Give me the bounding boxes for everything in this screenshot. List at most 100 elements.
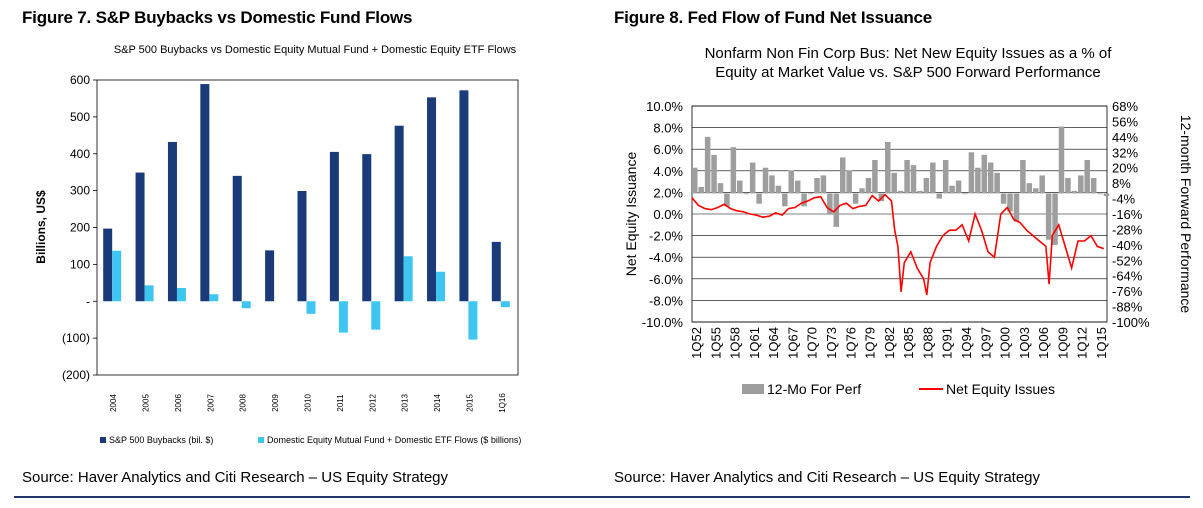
x-tick-label: 1Q52 [689, 327, 704, 359]
x-tick-label: 2012 [368, 394, 377, 412]
x-tick-label: 1Q88 [920, 327, 935, 359]
y-tick-label: (200) [62, 368, 90, 382]
buybacks-bar [329, 151, 339, 302]
perf-bar [1013, 193, 1020, 222]
fund-flows-bar [176, 287, 186, 302]
x-tick-label: 2004 [109, 394, 118, 412]
chart8-plot-frame [691, 105, 1108, 323]
x-tick-label: 1Q73 [824, 327, 839, 359]
perf-bar [1097, 193, 1103, 195]
x-tick-label: 2009 [271, 394, 280, 412]
y-tick-label: 200 [70, 221, 90, 235]
x-tick-label: 1Q03 [1017, 327, 1032, 359]
x-tick-label: 1Q58 [728, 327, 743, 359]
x-tick-label: 1Q67 [785, 327, 800, 359]
perf-bar [962, 193, 968, 195]
perf-bar [1039, 175, 1045, 194]
fund-flows-bar [338, 301, 348, 333]
perf-bar [769, 175, 775, 194]
perf-bar [852, 193, 859, 204]
figure-8-title: Figure 8. Fed Flow of Fund Net Issuance [614, 8, 933, 27]
perf-bar [724, 193, 730, 207]
x-tick-label: 2014 [433, 394, 442, 412]
perf-bar [737, 180, 743, 194]
y-right-tick-label: 8% [1112, 176, 1131, 191]
fund-flows-bar [468, 301, 478, 340]
x-tick-label: 1Q94 [959, 327, 974, 359]
perf-bar [1078, 175, 1084, 194]
x-tick-label: 1Q06 [1036, 327, 1051, 359]
y-left-tick-label: -2.0% [649, 229, 683, 244]
perf-bar [794, 180, 801, 194]
x-tick-label: 1Q70 [805, 327, 820, 359]
perf-bar [839, 157, 846, 194]
legend-issues-label: Net Equity Issues [946, 381, 1055, 397]
fund-flows-bar [500, 301, 510, 308]
y-right-tick-label: -28% [1112, 222, 1143, 237]
perf-bar [885, 142, 891, 194]
x-tick-label: 1Q85 [901, 327, 916, 359]
y-right-tick-label: -16% [1112, 207, 1143, 222]
y-left-tick-label: 4.0% [653, 164, 683, 179]
perf-bar [692, 167, 698, 194]
perf-bar [1007, 193, 1013, 212]
y-tick-label: (100) [62, 331, 90, 345]
fund-flows-bar [144, 285, 154, 302]
x-tick-label: 1Q16 [498, 393, 507, 413]
y-right-tick-label: 32% [1112, 145, 1138, 160]
perf-bar [1058, 126, 1065, 194]
perf-bar [1090, 178, 1097, 194]
fund-flows-bar [112, 250, 122, 302]
y-left-tick-label: -10.0% [642, 315, 684, 330]
buybacks-bar [394, 125, 404, 302]
x-tick-label: 2005 [142, 394, 151, 412]
perf-bar [698, 187, 704, 194]
perf-bar [955, 180, 962, 194]
perf-bar [704, 136, 711, 194]
y-right-tick-label: 20% [1112, 161, 1138, 176]
y-left-tick-label: 0.0% [653, 207, 683, 222]
y-tick-label: 100 [70, 257, 90, 271]
perf-bar [749, 162, 756, 194]
buybacks-bar [427, 97, 437, 302]
source-left: Source: Haver Analytics and Citi Researc… [22, 469, 449, 486]
perf-bar [782, 193, 788, 207]
y-right-axis-label: 12-month Forward Performance [1178, 115, 1194, 314]
perf-bar [1033, 188, 1039, 194]
x-tick-label: 1Q64 [766, 327, 781, 359]
net-issuance-line-chart: Nonfarm Non Fin Corp Bus: Net New Equity… [623, 45, 1194, 397]
perf-bar [975, 167, 981, 194]
buybacks-bar [459, 90, 469, 302]
perf-bar [846, 170, 852, 194]
y-left-axis-label: Net Equity Issuance [623, 152, 639, 277]
chart8-title-line2: Equity at Market Value vs. S&P 500 Forwa… [715, 64, 1100, 81]
perf-bar [730, 147, 737, 194]
y-left-tick-label: 2.0% [653, 185, 683, 200]
legend-perf-label: 12-Mo For Perf [767, 381, 861, 397]
buybacks-bar-chart: S&P 500 Buybacks vs Domestic Equity Mutu… [34, 44, 521, 445]
y-right-tick-label: -52% [1112, 253, 1143, 268]
legend-buybacks-swatch [100, 437, 106, 443]
perf-bar [743, 193, 749, 195]
y-left-tick-label: 10.0% [646, 99, 683, 114]
source-right: Source: Haver Analytics and Citi Researc… [614, 469, 1041, 486]
bottom-rule [14, 496, 1190, 498]
perf-bar [1020, 160, 1026, 194]
perf-bar [820, 175, 827, 194]
perf-bar [942, 160, 949, 194]
perf-bar [711, 154, 717, 194]
legend-perf-swatch [742, 384, 764, 394]
y-right-tick-label: -76% [1112, 284, 1143, 299]
perf-bar [930, 162, 936, 194]
perf-bar [1052, 193, 1058, 245]
perf-bar [949, 185, 955, 194]
x-tick-label: 1Q79 [863, 327, 878, 359]
y-axis-label: Billions, US$ [34, 190, 48, 264]
y-right-tick-label: 56% [1112, 114, 1138, 129]
perf-bar [859, 188, 865, 194]
perf-bar [872, 160, 878, 194]
x-tick-label: 1Q91 [940, 327, 955, 359]
buybacks-bar [103, 228, 113, 302]
y-left-tick-label: -4.0% [649, 250, 683, 265]
perf-bar [762, 167, 769, 194]
